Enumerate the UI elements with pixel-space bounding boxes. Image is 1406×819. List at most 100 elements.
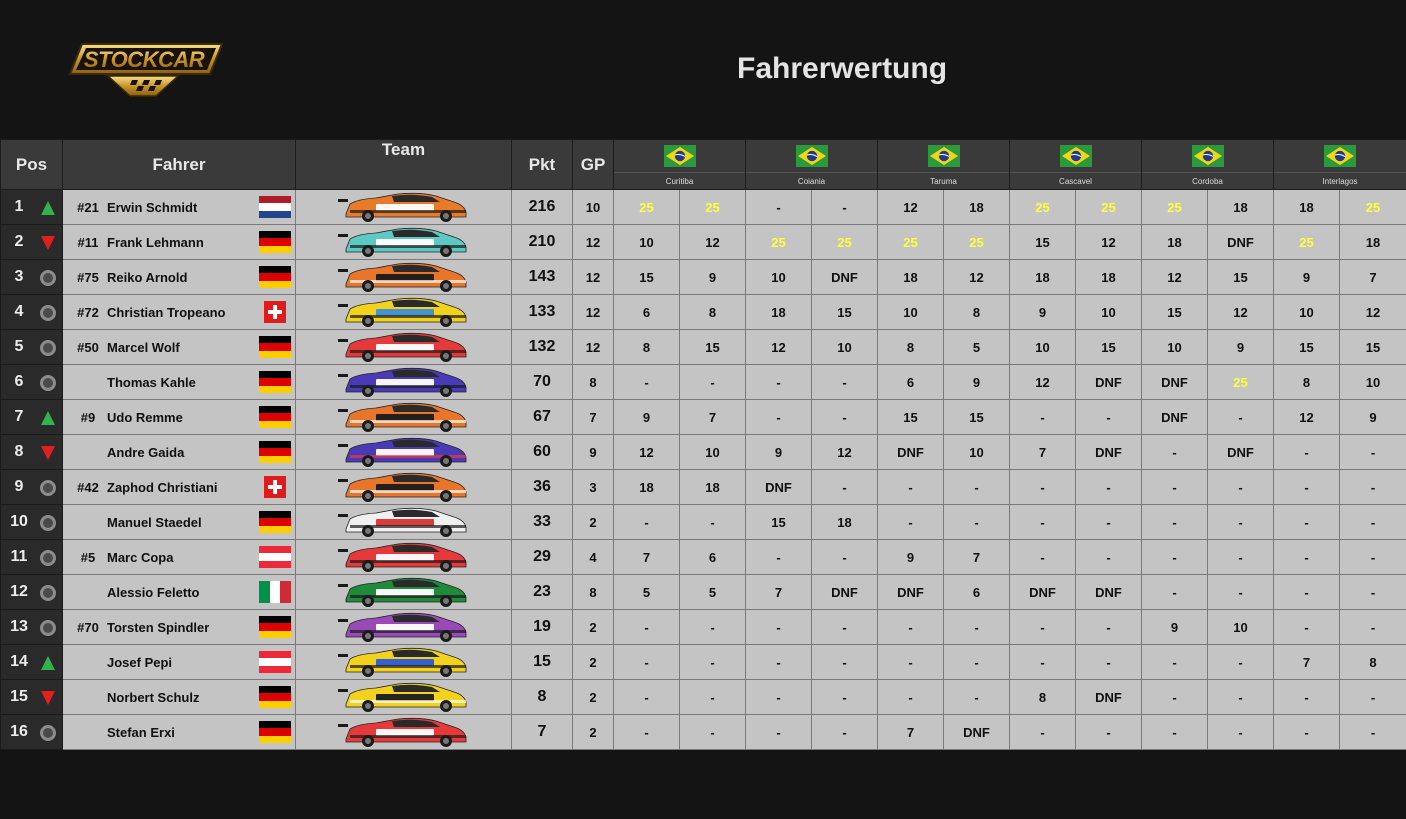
driver-name[interactable]: Christian Tropeano [107, 305, 226, 320]
race-result-cell: - [811, 609, 878, 645]
driver-name[interactable]: Frank Lehmann [107, 235, 204, 250]
driver-cell[interactable]: #21 Erwin Schmidt [62, 189, 296, 225]
race-result-cell: 15 [745, 504, 812, 540]
logo-text: STOCKCAR [84, 47, 205, 72]
driver-cell[interactable]: #72 Christian Tropeano [62, 294, 296, 330]
standings-row[interactable]: 7 #9 Udo Remme 67 7 9 7- -15 15- - DNF -12 9 [0, 399, 1406, 435]
header-points[interactable]: Pkt [511, 139, 573, 190]
position-up-icon [40, 655, 56, 671]
driver-name[interactable]: Reiko Arnold [107, 270, 188, 285]
race-result-cell: - [679, 364, 746, 400]
driver-name[interactable]: Manuel Staedel [107, 515, 202, 530]
driver-cell[interactable]: #50 Marcel Wolf [62, 329, 296, 365]
standings-row[interactable]: 3 #75 Reiko Arnold 143 12 15 9 10 DNF 18 12 18 18 12 1… [0, 259, 1406, 295]
position-cell: 11 [0, 539, 63, 575]
points-cell: 70 [511, 364, 573, 400]
driver-name[interactable]: Marc Copa [107, 550, 174, 565]
race-result-cell: 18 [1339, 224, 1406, 260]
race-result-cell: - [1075, 714, 1142, 750]
italy-flag-icon [259, 581, 291, 603]
driver-cell[interactable]: Alessio Feletto [62, 574, 296, 610]
race-header-2 [745, 139, 878, 173]
standings-row[interactable]: 9 #42 Zaphod Christiani 36 3 18 18 DNF - - - - - - - - - [0, 469, 1406, 505]
team-cell [295, 644, 512, 680]
car-number: #75 [77, 270, 99, 285]
germany-flag-icon [259, 406, 291, 428]
race-result-cell: - [1009, 714, 1076, 750]
race-result-cell: - [811, 714, 878, 750]
driver-cell[interactable]: Norbert Schulz [62, 679, 296, 715]
header-pos[interactable]: Pos [0, 139, 63, 190]
standings-row[interactable]: 1 #21 Erwin Schmidt 216 10 25 25- -12 18 25 25 25 18… [0, 189, 1406, 225]
driver-name[interactable]: Erwin Schmidt [107, 200, 198, 215]
car-number: #70 [77, 620, 99, 635]
driver-cell[interactable]: Manuel Staedel [62, 504, 296, 540]
race-result-cell: DNF [877, 574, 944, 610]
driver-name[interactable]: Norbert Schulz [107, 690, 200, 705]
race-result-cell: 12 [943, 259, 1010, 295]
standings-row[interactable]: 13 #70 Torsten Spindler 19 2- - - - - - - -9 10- - [0, 609, 1406, 645]
race-result-cell: - [1141, 714, 1208, 750]
position-up-icon [40, 200, 56, 216]
driver-name[interactable]: Udo Remme [107, 410, 183, 425]
car-livery-image [337, 332, 466, 362]
race-result-cell: 12 [679, 224, 746, 260]
driver-cell[interactable]: Andre Gaida [62, 434, 296, 470]
driver-name[interactable]: Andre Gaida [107, 445, 185, 460]
driver-cell[interactable]: Thomas Kahle [62, 364, 296, 400]
standings-row[interactable]: 16 Stefan Erxi 7 2- - - -7 DNF - - - - - - [0, 714, 1406, 750]
driver-name[interactable]: Zaphod Christiani [107, 480, 218, 495]
standings-row[interactable]: 15 Norbert Schulz 8 2- - - - - -8 DNF - - - - [0, 679, 1406, 715]
race-result-cell: 9 [745, 434, 812, 470]
position-number: 11 [10, 548, 28, 565]
race-result-cell: - [613, 364, 680, 400]
driver-cell[interactable]: Josef Pepi [62, 644, 296, 680]
position-number: 10 [10, 513, 28, 530]
driver-name[interactable]: Torsten Spindler [107, 620, 210, 635]
race-result-cell: 7 [679, 399, 746, 435]
standings-row[interactable]: 8 Andre Gaida 60 9 12 10 9 12 DNF 10 7 DNF - DNF - - [0, 434, 1406, 470]
standings-row[interactable]: 11 #5 Marc Copa 29 4 7 6- -9 7- - - - - - [0, 539, 1406, 575]
driver-name[interactable]: Josef Pepi [107, 655, 173, 670]
standings-row[interactable]: 14 Josef Pepi 15 2- - - - - - - - - -7 8 [0, 644, 1406, 680]
driver-name[interactable]: Thomas Kahle [107, 375, 196, 390]
position-same-icon [40, 550, 56, 566]
gp-count-cell: 2 [572, 679, 614, 715]
driver-cell[interactable]: #9 Udo Remme [62, 399, 296, 435]
race-result-cell: - [877, 679, 944, 715]
position-number: 6 [14, 373, 24, 390]
header-gp[interactable]: GP [572, 139, 614, 190]
position-number: 14 [10, 653, 28, 670]
race-result-cell: - [613, 609, 680, 645]
race-result-cell: 15 [1141, 294, 1208, 330]
driver-cell[interactable]: #70 Torsten Spindler [62, 609, 296, 645]
driver-cell[interactable]: #11 Frank Lehmann [62, 224, 296, 260]
driver-name[interactable]: Stefan Erxi [107, 725, 175, 740]
race-result-cell: - [1075, 469, 1142, 505]
race-result-cell: - [745, 539, 812, 575]
driver-name[interactable]: Marcel Wolf [107, 340, 180, 355]
race-result-cell: 12 [877, 189, 944, 225]
brazil-flag-icon [927, 145, 960, 167]
standings-row[interactable]: 10 Manuel Staedel 33 2- -15 18- - - - - - - - [0, 504, 1406, 540]
driver-cell[interactable]: #75 Reiko Arnold [62, 259, 296, 295]
header-driver[interactable]: Fahrer [62, 139, 296, 190]
gp-count-cell: 12 [572, 259, 614, 295]
driver-cell[interactable]: #42 Zaphod Christiani [62, 469, 296, 505]
standings-row[interactable]: 12 Alessio Feletto 23 8 5 5 7 DNF DNF 6 DNF DNF - - - - [0, 574, 1406, 610]
driver-cell[interactable]: Stefan Erxi [62, 714, 296, 750]
team-cell [295, 714, 512, 750]
standings-row[interactable]: 6 Thomas Kahle 70 8- - - -6 9 12 DNF DNF 25 8 10 [0, 364, 1406, 400]
driver-name[interactable]: Alessio Feletto [107, 585, 200, 600]
team-cell [295, 259, 512, 295]
standings-row[interactable]: 5 #50 Marcel Wolf 132 12 8 15 12 10 8 5 10 15 10 9 15 15 [0, 329, 1406, 365]
header-team[interactable]: Team [295, 139, 512, 190]
driver-cell[interactable]: #5 Marc Copa [62, 539, 296, 575]
race-result-cell: 18 [1009, 259, 1076, 295]
race-result-cell: - [745, 189, 812, 225]
standings-row[interactable]: 2 #11 Frank Lehmann 210 12 10 12 25 25 25 25 15 12 18… [0, 224, 1406, 260]
team-cell [295, 469, 512, 505]
standings-row[interactable]: 4 #72 Christian Tropeano 133 12 6 8 18 15 10 8 9 10 1… [0, 294, 1406, 330]
team-cell [295, 329, 512, 365]
race-result-cell: 25 [1207, 364, 1274, 400]
